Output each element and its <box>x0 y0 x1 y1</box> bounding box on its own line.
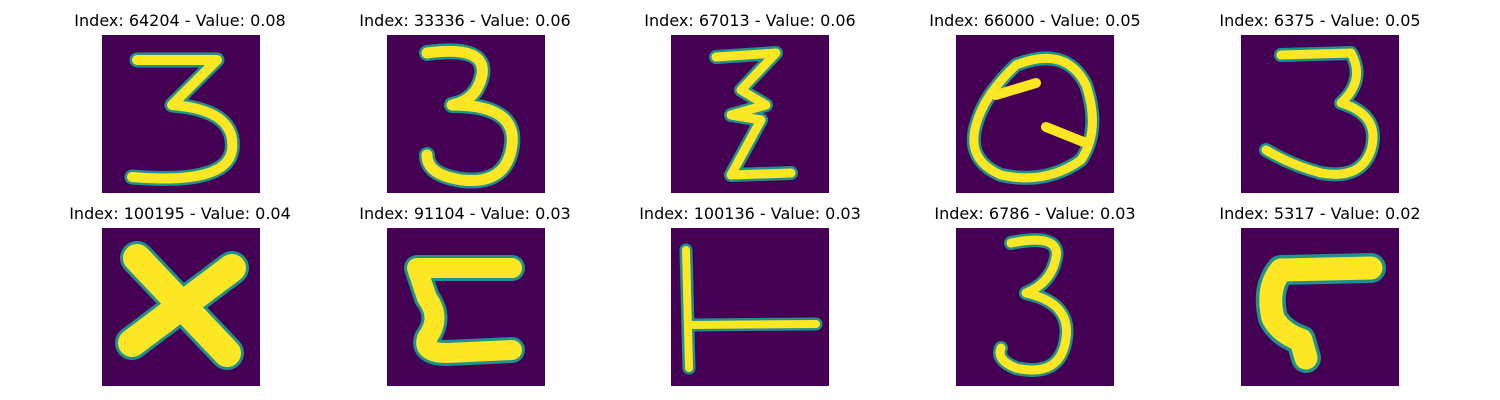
panel-image-7 <box>387 228 545 386</box>
panel-title: Index: 6375 - Value: 0.05 <box>1219 11 1421 30</box>
panel-image-9 <box>956 228 1114 386</box>
handwritten-e-shape-image <box>387 228 545 386</box>
handwritten-digit-3-image <box>1241 35 1399 193</box>
panel-title: Index: 64204 - Value: 0.08 <box>74 11 286 30</box>
panel-image-5 <box>1241 35 1399 193</box>
panel-title: Index: 5317 - Value: 0.02 <box>1219 204 1421 223</box>
panel-image-6 <box>102 228 260 386</box>
panel-title: Index: 100195 - Value: 0.04 <box>69 204 291 223</box>
panel-title: Index: 33336 - Value: 0.06 <box>359 11 571 30</box>
handwritten-r-shape-image <box>1241 228 1399 386</box>
panel-image-1 <box>102 35 260 193</box>
handwritten-q-shape-image <box>956 35 1114 193</box>
panel-image-8 <box>671 228 829 386</box>
panel-image-4 <box>956 35 1114 193</box>
handwritten-t-shape-image <box>671 228 829 386</box>
handwritten-z-shape-image <box>671 35 829 193</box>
handwritten-digit-3-image <box>102 35 260 193</box>
panel-title: Index: 91104 - Value: 0.03 <box>359 204 571 223</box>
panel-title: Index: 66000 - Value: 0.05 <box>929 11 1141 30</box>
panel-image-10 <box>1241 228 1399 386</box>
panel-title: Index: 6786 - Value: 0.03 <box>934 204 1136 223</box>
panel-title: Index: 100136 - Value: 0.03 <box>639 204 861 223</box>
panel-image-3 <box>671 35 829 193</box>
handwritten-digit-3-image <box>387 35 545 193</box>
handwritten-x-shape-image <box>102 228 260 386</box>
panel-title: Index: 67013 - Value: 0.06 <box>644 11 856 30</box>
handwritten-digit-3-image <box>956 228 1114 386</box>
panel-image-2 <box>387 35 545 193</box>
